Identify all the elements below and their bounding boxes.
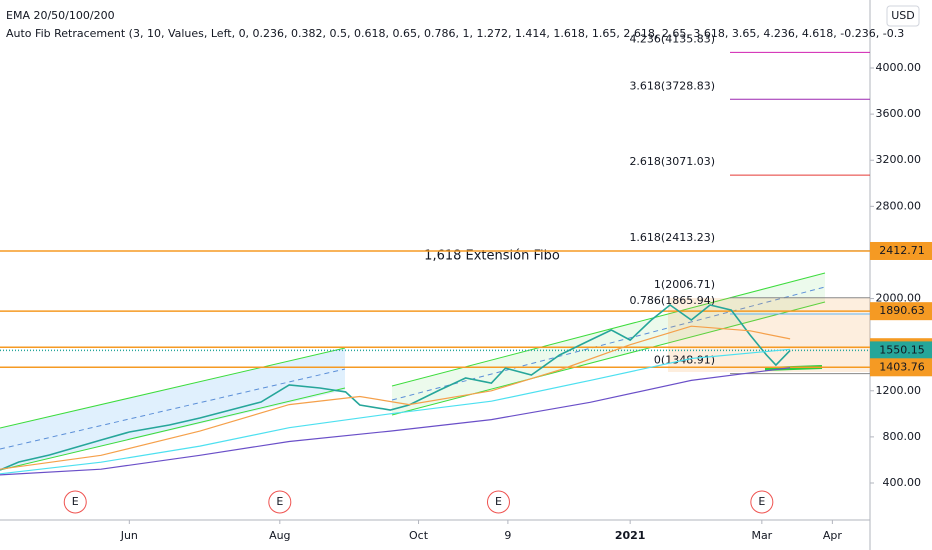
y-tick-label: 3600.00	[876, 107, 922, 120]
earnings-marker	[750, 490, 774, 514]
x-tick-label: Oct	[409, 529, 429, 542]
y-tick-label: 400.00	[883, 476, 922, 489]
x-tick-label: Apr	[823, 529, 843, 542]
fib-label: 1(2006.71)	[654, 278, 715, 291]
earnings-label: E	[758, 495, 765, 508]
channel-line	[391, 301, 826, 416]
fib-label: 1.618(2413.23)	[629, 231, 715, 244]
series-line	[0, 325, 791, 470]
level-label: 1403.76	[879, 360, 925, 373]
y-tick-label: 4000.00	[876, 61, 922, 74]
earnings-marker	[268, 490, 292, 514]
fib-label: 0.786(1865.94)	[629, 294, 715, 307]
level-box	[870, 241, 932, 260]
series-line	[0, 303, 791, 471]
earnings-marker	[486, 490, 510, 514]
y-tick-label: 3200.00	[876, 153, 922, 166]
annotation: 1,618 Extensión Fibo	[424, 249, 560, 264]
level-label: 2412.71	[879, 244, 925, 257]
earnings-label: E	[72, 495, 79, 508]
earnings-label: E	[495, 495, 502, 508]
earnings-marker	[63, 490, 87, 514]
channel-mid	[391, 286, 826, 401]
fib-label: 3.618(3728.83)	[629, 79, 715, 92]
level-box	[870, 302, 932, 321]
series-line	[0, 348, 791, 475]
y-tick-label: 2000.00	[876, 292, 922, 305]
level-box	[870, 358, 932, 377]
fib-label: 2.618(3071.03)	[629, 155, 715, 168]
channel-fill	[0, 348, 345, 470]
legend-line: EMA 20/50/100/200	[6, 9, 115, 22]
level-box	[870, 341, 932, 360]
x-tick-label: 2021	[615, 529, 646, 542]
channel-line	[0, 347, 346, 429]
x-tick-label: Mar	[751, 529, 772, 542]
channel-line	[0, 387, 346, 471]
y-tick-label: 1200.00	[876, 384, 922, 397]
level-label: 1890.63	[879, 304, 925, 317]
x-tick-label: Jun	[120, 529, 138, 542]
currency-box[interactable]	[886, 5, 920, 27]
currency[interactable]: USD	[891, 9, 915, 22]
x-tick-label: 9	[504, 529, 511, 542]
y-tick-label: 2800.00	[876, 199, 922, 212]
series-line	[0, 367, 791, 476]
fib-label: 4.236(4135.83)	[629, 32, 715, 45]
level-label: 1550.15	[879, 343, 925, 356]
x-tick-label: Aug	[269, 529, 290, 542]
earnings-label: E	[276, 495, 283, 508]
channel-fill	[392, 273, 825, 415]
y-tick-label: 800.00	[883, 430, 922, 443]
legend-line: Auto Fib Retracement (3, 10, Values, Lef…	[6, 27, 904, 40]
